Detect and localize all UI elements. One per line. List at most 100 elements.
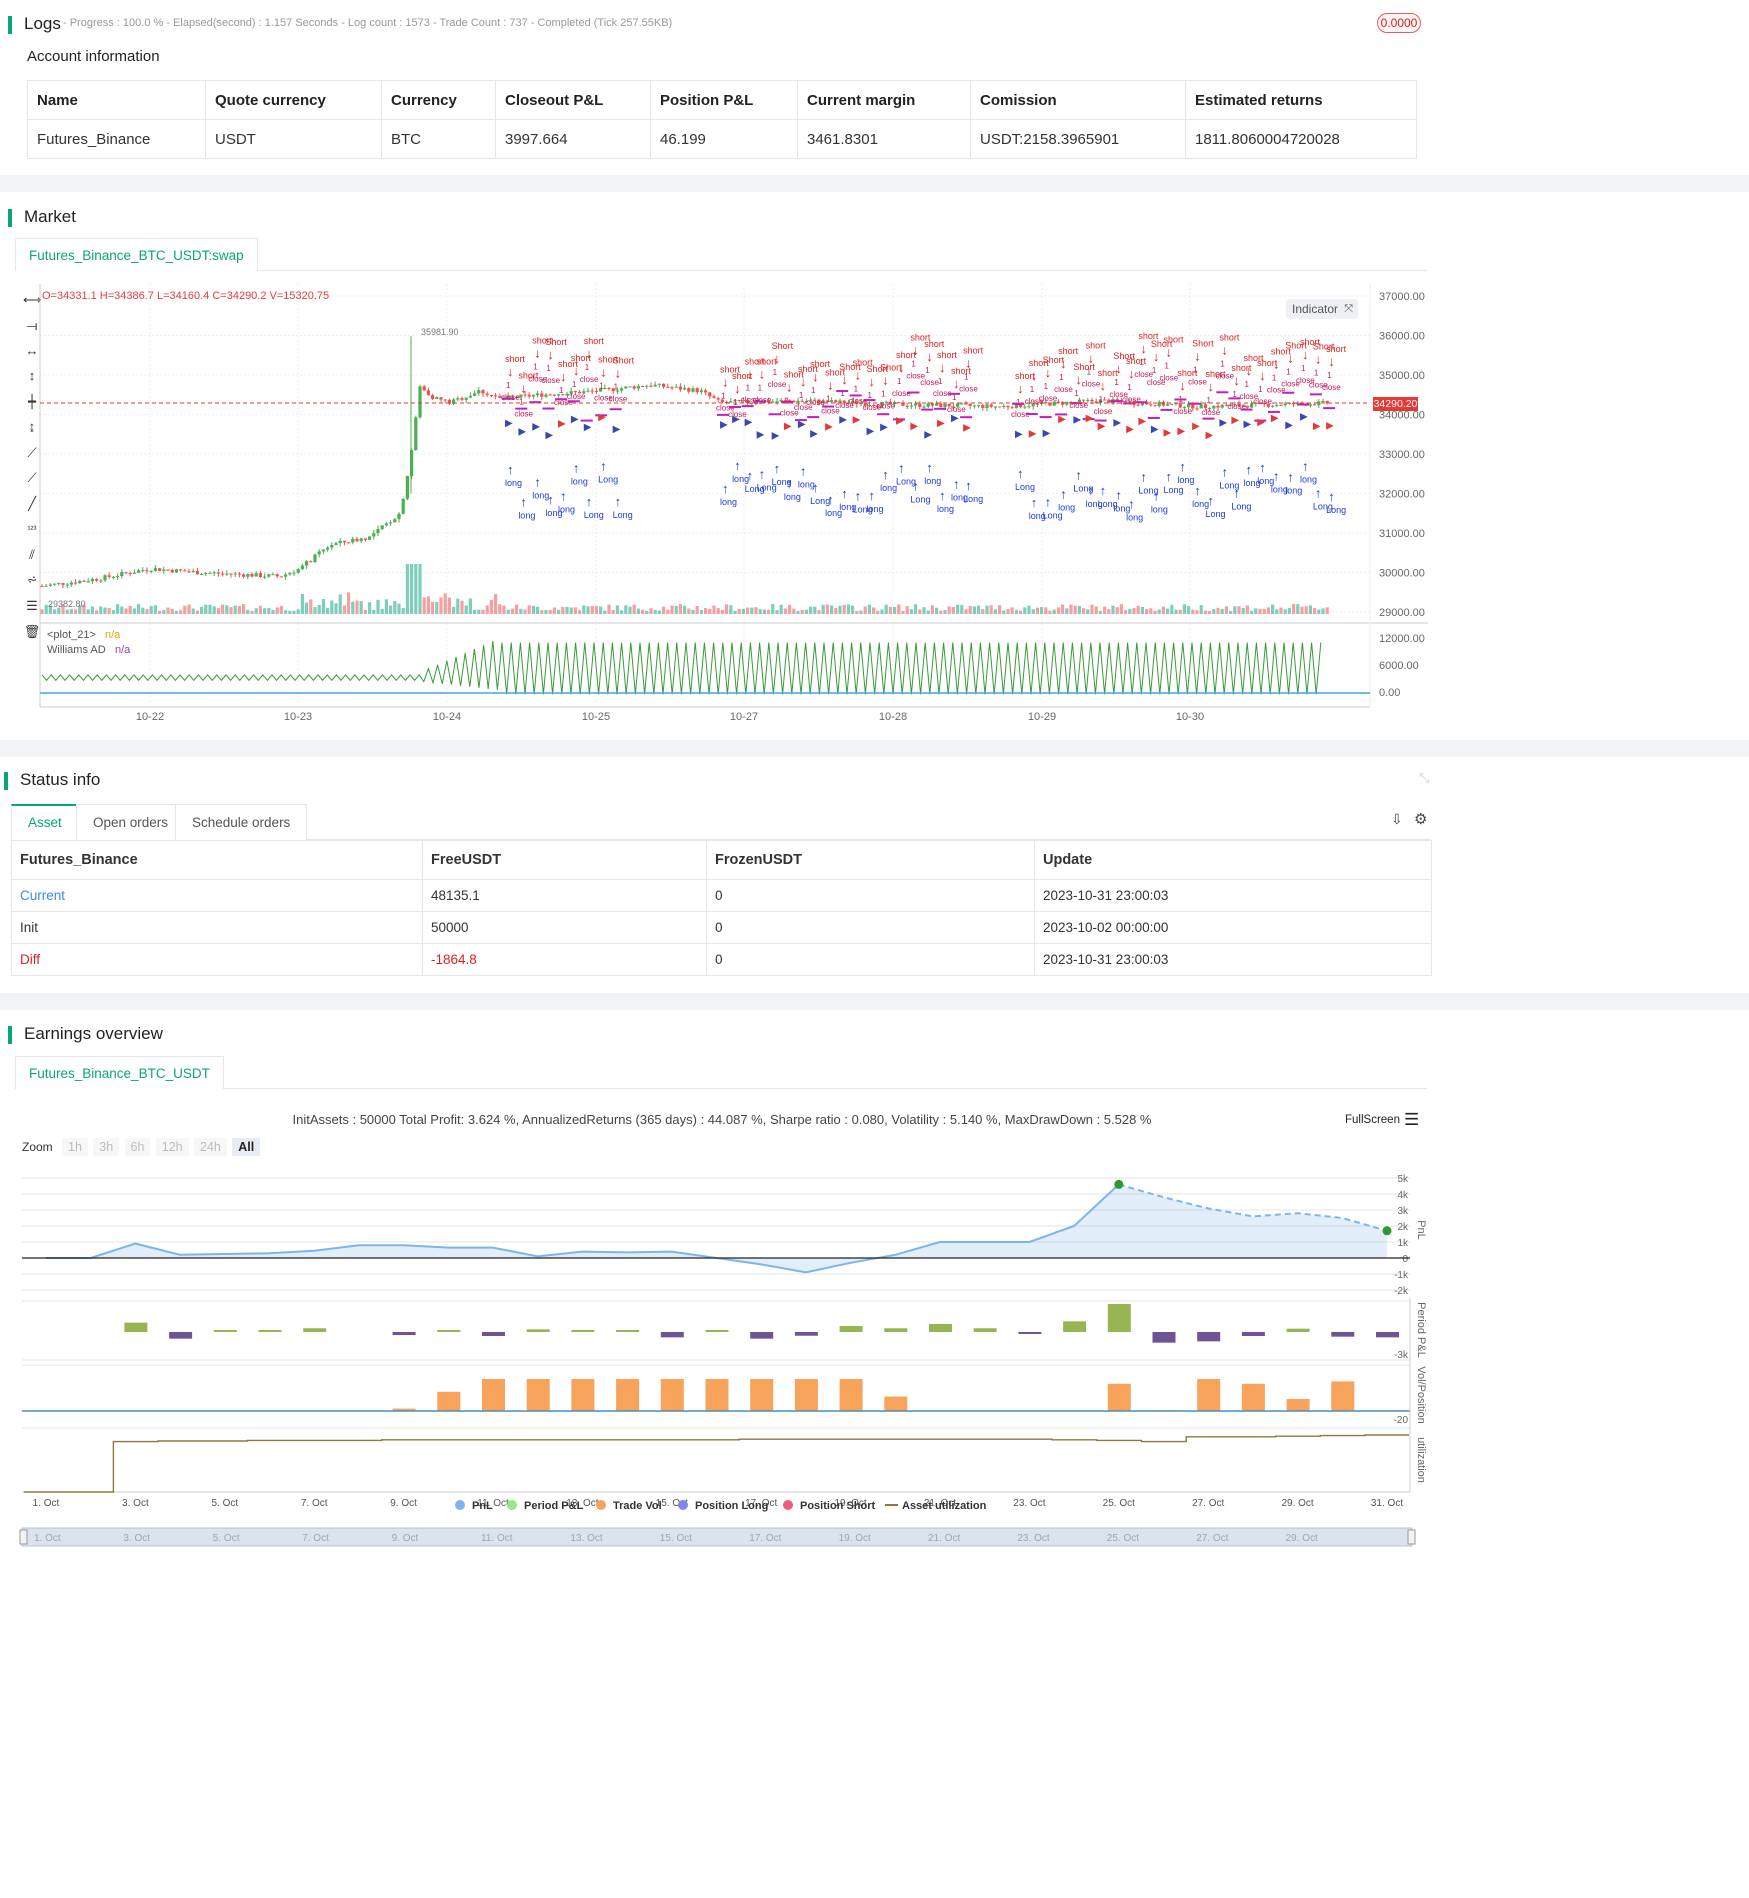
close-marker — [907, 391, 920, 394]
logs-status: - Progress : 100.0 % - Elapsed(second) :… — [63, 17, 673, 29]
close-marker — [1282, 391, 1295, 394]
long-signal-label: Long — [1073, 483, 1093, 493]
candle-body — [506, 395, 510, 399]
signal-qty: 1 — [897, 377, 902, 386]
trash-icon[interactable]: 🗑 — [23, 624, 41, 639]
earnings-chart[interactable]: 5k 4k 3k 2k 1k 0 -1k -2k -3k -20 PnL Period P&L Vol/… — [0, 1160, 1444, 1705]
candle-body — [620, 388, 624, 391]
signal-qty: 1 — [1044, 382, 1049, 391]
volume-bar — [1002, 610, 1006, 614]
short-arrow: ↓ — [1221, 343, 1228, 358]
zoom-12h-button[interactable]: 12h — [155, 1138, 189, 1156]
volume-bar — [830, 605, 834, 614]
zoom-24h-button[interactable]: 24h — [193, 1138, 227, 1156]
period-pnl-bar — [1376, 1332, 1399, 1338]
candle-body — [237, 573, 241, 575]
logs-badge[interactable]: 0.0000 — [1377, 13, 1421, 33]
candle-body — [1098, 399, 1102, 403]
extended-line-tool-icon[interactable]: ↔ — [25, 343, 39, 358]
short-signal-label: short — [505, 354, 526, 364]
close-marker — [849, 394, 862, 397]
zoom-6h-button[interactable]: 6h — [124, 1138, 151, 1156]
short-arrow: ↓ — [800, 374, 807, 389]
trade-vol-bar — [1241, 1383, 1265, 1411]
signal-qty: 1 — [785, 396, 790, 405]
zoom-1h-button[interactable]: 1h — [62, 1138, 88, 1156]
menu-icon[interactable]: ☰ — [1404, 1110, 1420, 1129]
volume-bar — [292, 610, 296, 614]
short-arrow: ↓ — [1287, 350, 1294, 365]
fullscreen-button[interactable]: FullScreen ☰ — [1345, 1110, 1419, 1129]
candle-body — [208, 572, 212, 574]
collapse-icon[interactable]: ⤡ — [1419, 770, 1430, 785]
volume-bar — [1031, 609, 1035, 614]
long-arrow: ↑ — [520, 494, 527, 509]
candle-body — [271, 574, 275, 576]
candle-body — [1166, 404, 1170, 406]
short-arrow: ↓ — [573, 363, 580, 378]
vertical-segment-tool-icon[interactable]: ↨ — [28, 419, 36, 434]
volume-bar — [901, 610, 905, 614]
candle-body — [1275, 404, 1279, 406]
segment-tool-icon[interactable]: ╱ — [28, 496, 36, 511]
long-signal-label: long — [732, 474, 749, 484]
signal-qty: 1 — [1114, 378, 1119, 387]
volume-bar — [426, 596, 430, 614]
volume-bar — [1061, 604, 1065, 614]
ray-tool-icon[interactable]: ⟋ — [27, 470, 37, 485]
candle-body — [326, 547, 330, 550]
candle-body — [313, 554, 317, 562]
cloud-download-icon[interactable]: ⇩ — [1391, 811, 1403, 827]
market-chart[interactable]: short↓1close▶↑longshort↓1close▶↑longshor… — [0, 284, 1430, 724]
volume-bar — [1212, 609, 1216, 614]
volume-bar — [296, 609, 300, 614]
settings-gear-icon[interactable]: ⚙ — [1414, 811, 1428, 828]
asset-row-label: Current — [11, 879, 423, 912]
account-cell: 3997.664 — [495, 119, 651, 159]
signal-qty: 1 — [1059, 373, 1064, 382]
tab-open-orders[interactable]: Open orders — [76, 804, 186, 840]
market-symbol-tab[interactable]: Futures_Binance_BTC_USDT:swap — [15, 238, 258, 271]
legend-swatch — [783, 1500, 793, 1510]
gann-fan-tool-icon[interactable]: ☰ — [26, 598, 38, 613]
close-signal-label: close — [1160, 373, 1179, 382]
period-axis-label: -3k — [1394, 1350, 1409, 1361]
candle-body — [998, 406, 1002, 408]
indicator-button[interactable]: Indicator ⤧ — [1286, 299, 1358, 319]
candle-body — [1170, 403, 1174, 405]
long-arrow: ↑ — [882, 467, 889, 482]
volume-bar — [699, 610, 703, 614]
time-axis-label: 10-23 — [284, 711, 312, 723]
candle-body — [670, 387, 674, 389]
account-cell: 3461.8301 — [797, 119, 971, 159]
candle-body — [468, 395, 472, 398]
horizontal-ray-tool-icon[interactable]: ⟞ — [26, 318, 38, 333]
close-marker — [822, 405, 835, 408]
zoom-all-button[interactable]: All — [232, 1138, 261, 1156]
tab-schedule-orders[interactable]: Schedule orders — [175, 804, 308, 840]
close-marker — [863, 399, 876, 402]
signal-qty: 1 — [881, 389, 886, 398]
short-signal-label: short — [757, 356, 778, 366]
volume-bar — [74, 609, 78, 614]
zoom-3h-button[interactable]: 3h — [93, 1138, 120, 1156]
cross-line-tool-icon[interactable]: ┿ — [28, 394, 36, 409]
tab-asset[interactable]: Asset — [11, 804, 79, 840]
price-label-tool-icon[interactable]: ¹²³ — [27, 524, 37, 534]
candle-body — [95, 578, 99, 581]
volume-bar — [229, 607, 233, 614]
candle-body — [628, 386, 632, 388]
close-marker — [1228, 397, 1241, 400]
earnings-symbol-tab[interactable]: Futures_Binance_BTC_USDT — [15, 1056, 224, 1089]
fibonacci-tool-icon[interactable]: ⩫ — [26, 572, 38, 587]
horizontal-line-tool-icon[interactable]: ⟷ — [23, 292, 42, 307]
candle-body — [645, 385, 649, 387]
candle-body — [410, 450, 414, 477]
parallel-channel-tool-icon[interactable]: ⫽ — [29, 547, 35, 562]
trend-line-tool-icon[interactable]: ⟋ — [27, 445, 37, 460]
signal-qty: 1 — [1301, 364, 1306, 373]
vertical-line-tool-icon[interactable]: ↕ — [28, 368, 36, 383]
volume-bar — [771, 604, 775, 614]
volume-bar — [111, 610, 115, 614]
date-axis-label: 17. Oct — [745, 1498, 777, 1509]
